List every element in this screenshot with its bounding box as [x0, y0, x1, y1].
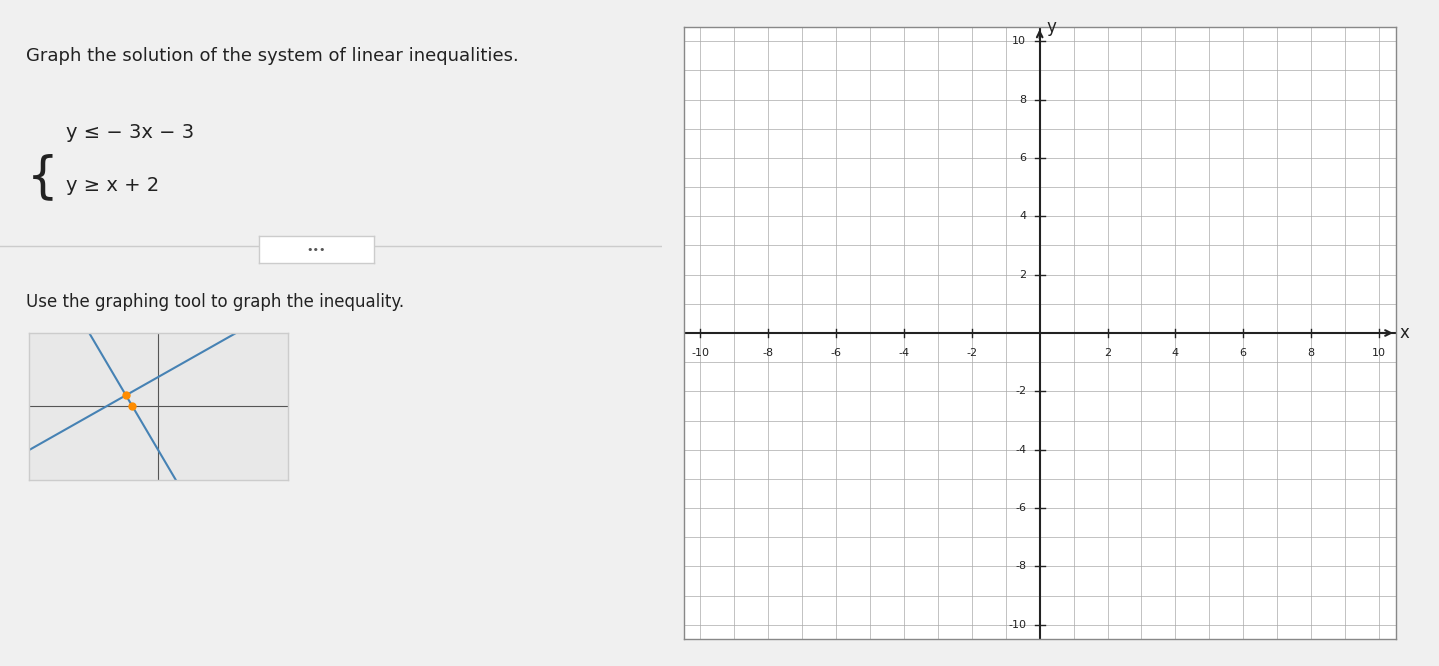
Text: y: y — [1046, 17, 1056, 36]
Text: Graph the solution of the system of linear inequalities.: Graph the solution of the system of line… — [26, 47, 519, 65]
Text: Click to: Click to — [178, 356, 236, 372]
Text: graph: graph — [178, 440, 223, 455]
Text: -10: -10 — [692, 348, 709, 358]
Text: 6: 6 — [1239, 348, 1246, 358]
Text: x: x — [1399, 324, 1409, 342]
Text: 6: 6 — [1019, 153, 1026, 163]
Text: -2: -2 — [966, 348, 977, 358]
Text: 2: 2 — [1104, 348, 1111, 358]
Text: 10: 10 — [1012, 36, 1026, 46]
Text: -10: -10 — [1009, 620, 1026, 630]
Text: y ≤ − 3x − 3: y ≤ − 3x − 3 — [66, 123, 194, 143]
Text: 8: 8 — [1019, 95, 1026, 105]
Text: -8: -8 — [763, 348, 774, 358]
Text: enlarge: enlarge — [178, 400, 237, 415]
Text: 4: 4 — [1019, 211, 1026, 221]
Text: 2: 2 — [1019, 270, 1026, 280]
Text: 8: 8 — [1308, 348, 1315, 358]
Text: •••: ••• — [307, 244, 327, 255]
Text: -6: -6 — [830, 348, 842, 358]
Text: -2: -2 — [1014, 386, 1026, 396]
Text: Use the graphing tool to graph the inequality.: Use the graphing tool to graph the inequ… — [26, 293, 404, 311]
Text: -8: -8 — [1014, 561, 1026, 571]
Text: -4: -4 — [898, 348, 909, 358]
Text: 10: 10 — [1371, 348, 1386, 358]
Text: -4: -4 — [1014, 445, 1026, 455]
Text: y ≥ x + 2: y ≥ x + 2 — [66, 176, 160, 196]
Text: 4: 4 — [1171, 348, 1179, 358]
Text: {: { — [26, 153, 58, 201]
Text: -6: -6 — [1014, 503, 1026, 513]
